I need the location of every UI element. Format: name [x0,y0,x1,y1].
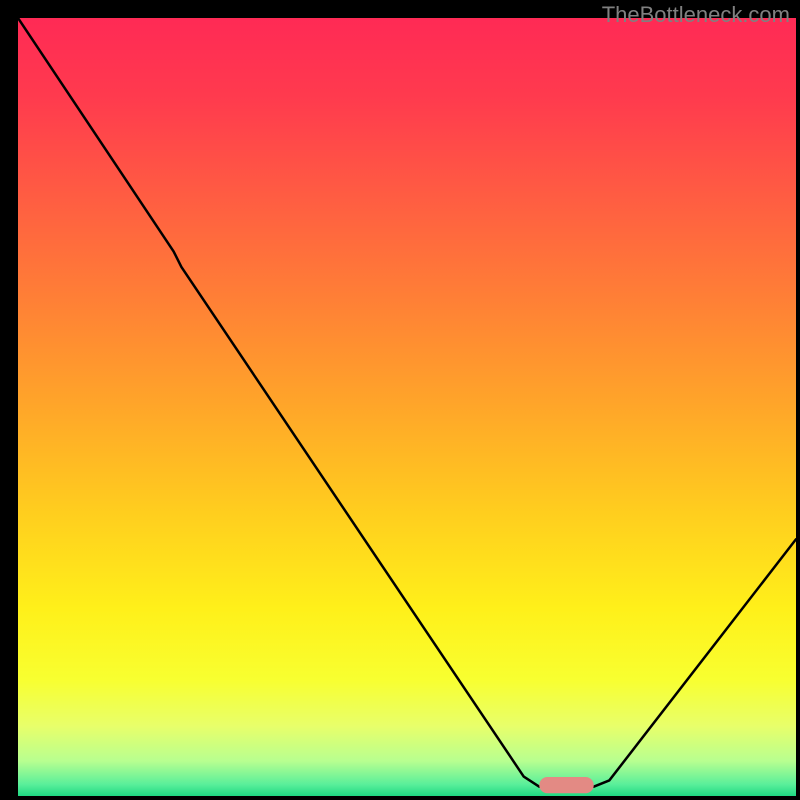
bottleneck-chart [18,18,796,796]
optimal-marker [539,777,593,793]
gradient-background [18,18,796,796]
chart-frame: TheBottleneck.com [0,0,800,800]
